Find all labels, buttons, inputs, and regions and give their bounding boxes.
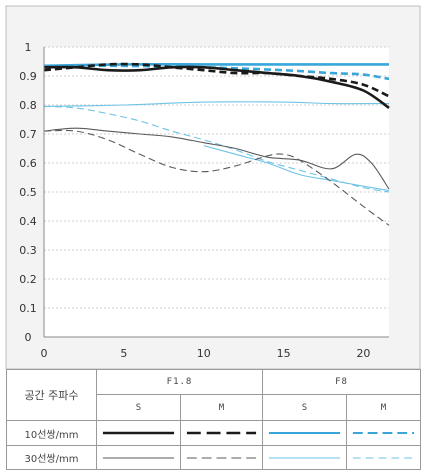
- legend-f8-m-label: M: [346, 394, 421, 421]
- y-tick-label: 0.3: [19, 244, 37, 257]
- y-tick-label: 0.2: [19, 273, 37, 286]
- y-tick-label: 0.1: [19, 302, 37, 315]
- series-line-f8-30-s: [43, 101, 390, 107]
- x-tick-label: 10: [197, 347, 211, 360]
- series-line-f8-30-s-low: [203, 145, 390, 192]
- legend-swatch-f18-30-m: [180, 445, 263, 470]
- y-tick-label: 0.7: [19, 128, 37, 141]
- x-tick-label: 20: [356, 347, 370, 360]
- series-line-f8-10-s: [43, 62, 389, 68]
- legend-swatch-f18-10-s: [96, 420, 181, 446]
- y-tick-label: 0.8: [19, 99, 37, 112]
- x-tick-label: 15: [277, 347, 291, 360]
- legend-swatch-f8-30-m: [346, 445, 421, 470]
- legend-aperture-f8: F8: [262, 369, 421, 395]
- mtf-chart: 00.10.20.30.40.50.60.70.80.910 5 10 15 20: [5, 5, 421, 369]
- y-tick-label: 0: [25, 331, 32, 344]
- series-line-f18-30-m: [43, 129, 390, 226]
- legend-aperture-f18: F1.8: [96, 369, 263, 395]
- x-tick-label: 0: [41, 347, 48, 360]
- y-tick-label: 0.9: [19, 70, 37, 83]
- legend-f18-m-label: M: [180, 394, 263, 421]
- legend-row-10lp: 10선쌍/mm: [6, 420, 97, 446]
- y-tick-label: 0.4: [19, 215, 37, 228]
- tick-labels: 00.10.20.30.40.50.60.70.80.910 5 10 15 20: [19, 41, 370, 360]
- series-line-f18-10-s: [43, 65, 390, 109]
- legend-swatch-f18-30-s: [96, 445, 181, 470]
- series-line-f8-30-m: [43, 105, 390, 193]
- series-line-f18-10-m: [43, 62, 390, 98]
- legend-f18-s-label: S: [96, 394, 181, 421]
- legend-swatch-f8-10-m: [346, 420, 421, 446]
- grid: [44, 46, 389, 309]
- legend-row-30lp: 30선쌍/mm: [6, 445, 97, 470]
- legend-f8-s-label: S: [262, 394, 347, 421]
- y-tick-label: 1: [25, 41, 32, 54]
- x-tick-label: 5: [120, 347, 127, 360]
- legend-table: 공간 주파수 F1.8 F8 S M S M 10선쌍/mm 30선쌍/mm: [6, 369, 421, 470]
- legend-header-spatial-frequency: 공간 주파수: [6, 369, 97, 421]
- series-line-f8-10-m: [43, 64, 390, 81]
- series-group: [43, 62, 390, 226]
- legend-swatch-f8-30-s: [262, 445, 347, 470]
- y-tick-label: 0.6: [19, 157, 37, 170]
- legend-swatch-f8-10-s: [262, 420, 347, 446]
- series-line-f18-30-s: [43, 127, 390, 190]
- legend-swatch-f18-10-m: [180, 420, 263, 446]
- y-tick-label: 0.5: [19, 186, 37, 199]
